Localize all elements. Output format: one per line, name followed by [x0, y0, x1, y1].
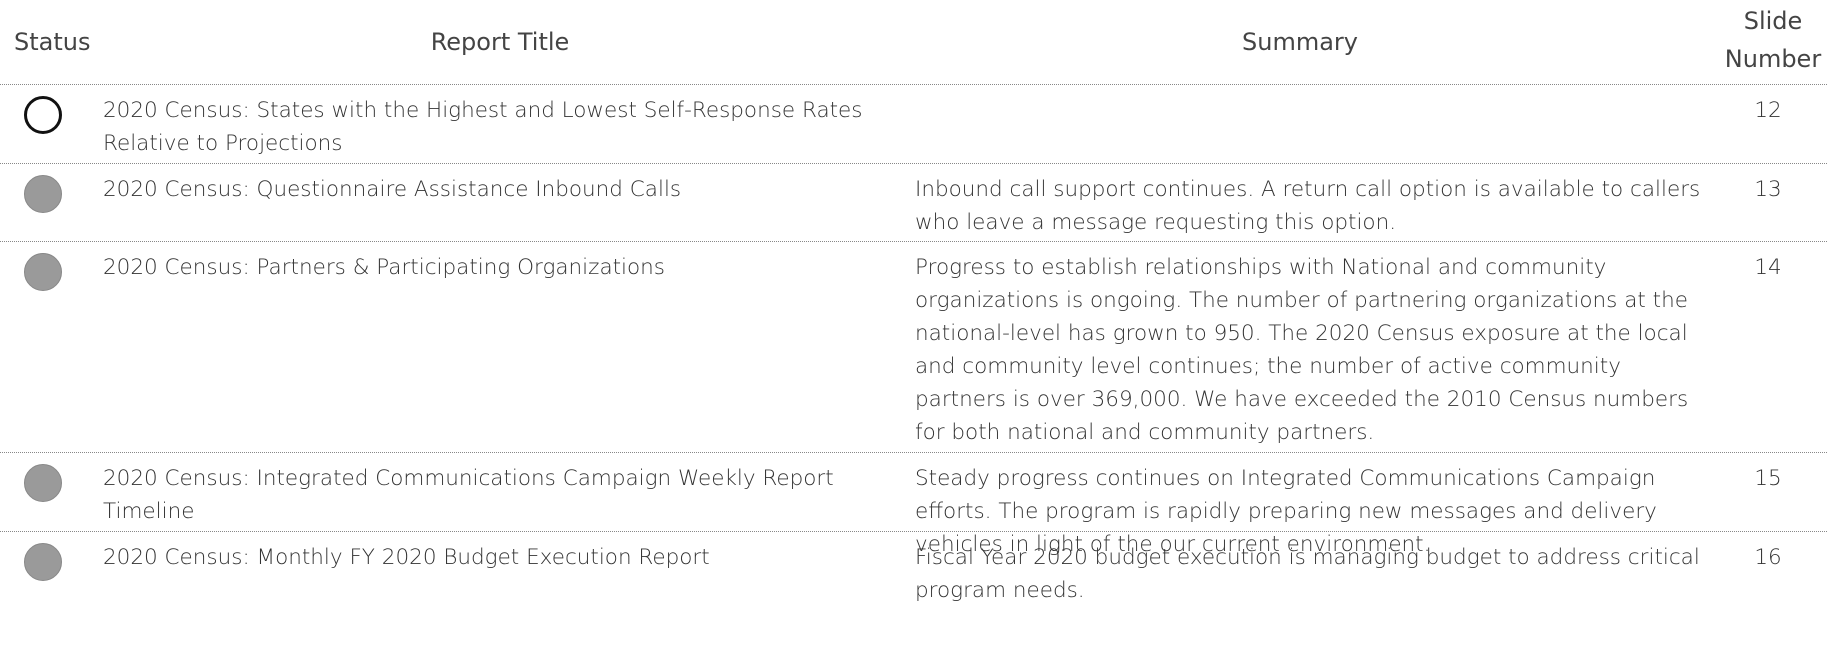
divider	[0, 531, 1827, 532]
status-icon	[24, 96, 62, 134]
divider	[0, 84, 1827, 85]
report-title: 2020 Census: States with the Highest and…	[103, 98, 863, 156]
report-title: 2020 Census: Questionnaire Assistance In…	[103, 177, 682, 202]
summary: Inbound call support continues. A return…	[915, 177, 1701, 235]
status-icon	[24, 464, 62, 502]
slide-number: 12	[1754, 98, 1782, 123]
header-title: Report Title	[430, 28, 570, 56]
divider	[0, 452, 1827, 453]
slide-number: 13	[1754, 177, 1782, 202]
status-icon	[24, 175, 62, 213]
summary: Steady progress continues on Integrated …	[915, 466, 1657, 557]
slide-number: 15	[1754, 466, 1782, 491]
header-slide: Slide Number	[1724, 7, 1822, 73]
header-status: Status	[14, 28, 91, 56]
slide-number: 14	[1754, 255, 1782, 280]
status-icon	[24, 253, 62, 291]
slide-number: 16	[1754, 545, 1782, 570]
divider	[0, 241, 1827, 242]
report-title: 2020 Census: Integrated Communications C…	[103, 466, 834, 524]
divider	[0, 163, 1827, 164]
summary: Fiscal Year 2020 budget execution is man…	[915, 545, 1700, 603]
report-title: 2020 Census: Partners & Participating Or…	[103, 255, 666, 280]
header-summary: Summary	[1242, 28, 1358, 56]
summary: Progress to establish relationships with…	[915, 255, 1689, 445]
status-icon	[24, 543, 62, 581]
report-title: 2020 Census: Monthly FY 2020 Budget Exec…	[103, 545, 710, 570]
